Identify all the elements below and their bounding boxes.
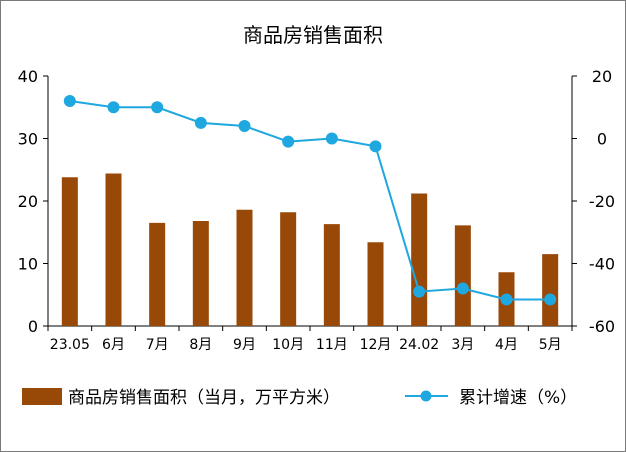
y-left-tick-label: 40 — [18, 67, 38, 86]
y-left-tick-label: 10 — [18, 255, 38, 274]
bar — [542, 254, 559, 326]
y-left-tick-label: 30 — [18, 130, 38, 149]
growth-line — [69, 100, 551, 301]
bar — [236, 209, 253, 326]
x-tick-label: 8月 — [189, 337, 212, 353]
bar — [192, 221, 209, 326]
bar — [367, 242, 384, 326]
y-right-tick-label: -60 — [589, 317, 615, 336]
bar — [454, 225, 471, 326]
y-right-tick-label: 0 — [597, 130, 607, 149]
legend-line-marker — [420, 390, 432, 402]
chart-title: 商品房销售面积 — [243, 23, 383, 47]
y-right-tick-label: 20 — [592, 67, 612, 86]
line-point — [544, 293, 557, 306]
line-point — [456, 282, 469, 295]
x-tick-label: 23.05 — [50, 337, 90, 353]
bar — [105, 173, 122, 326]
line-point — [282, 135, 295, 148]
plot-area: 0 10 20 30 40 -60 -40 -20 0 20 23.05 6月 7月 8月 9月 10月 11月… — [18, 67, 615, 353]
legend-line-label: 累计增速（%） — [459, 388, 577, 408]
bar — [149, 222, 166, 326]
bar — [411, 193, 428, 326]
line-point — [238, 120, 251, 132]
line-point — [194, 116, 207, 129]
x-tick-label: 12月 — [360, 337, 392, 353]
line-point — [63, 95, 76, 107]
y-left-tick-label: 20 — [18, 192, 38, 211]
y-right-tick-label: -20 — [589, 192, 615, 211]
x-tick-label: 5月 — [539, 337, 562, 353]
legend: 商品房销售面积（当月，万平方米） 累计增速（%） — [22, 388, 577, 408]
x-tick-label: 11月 — [316, 337, 348, 353]
line-point — [151, 101, 164, 114]
x-tick-label: 6月 — [102, 337, 125, 353]
legend-bar-swatch — [22, 388, 62, 405]
legend-bar-label: 商品房销售面积（当月，万平方米） — [68, 388, 340, 408]
bar — [61, 177, 78, 326]
line-point — [413, 285, 426, 298]
x-tick-label: 10月 — [272, 337, 304, 353]
line-point — [325, 132, 338, 145]
y-right-tick-label: -40 — [589, 255, 615, 274]
x-tick-label: 4月 — [495, 337, 518, 353]
x-tick-label: 3月 — [451, 337, 474, 353]
x-tick-label: 24.02 — [399, 337, 439, 353]
y-left-tick-label: 0 — [28, 317, 38, 336]
line-point — [369, 140, 382, 153]
x-tick-label: 9月 — [233, 337, 256, 353]
x-tick-label: 7月 — [146, 337, 169, 353]
bar — [323, 224, 340, 326]
line-point — [500, 293, 513, 306]
line-point — [107, 101, 120, 114]
bar — [280, 212, 297, 326]
